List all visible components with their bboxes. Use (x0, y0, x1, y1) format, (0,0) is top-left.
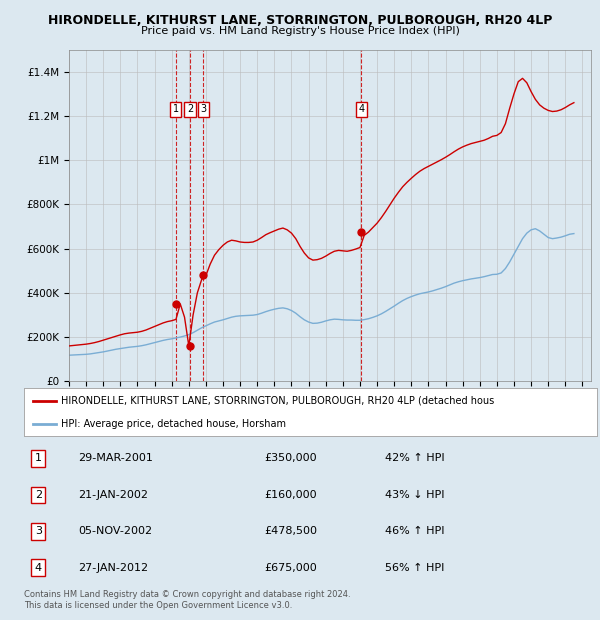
Text: HPI: Average price, detached house, Horsham: HPI: Average price, detached house, Hors… (61, 419, 286, 429)
Text: £675,000: £675,000 (265, 563, 317, 573)
Text: £350,000: £350,000 (265, 453, 317, 463)
Text: 3: 3 (35, 526, 42, 536)
Text: Contains HM Land Registry data © Crown copyright and database right 2024.
This d: Contains HM Land Registry data © Crown c… (24, 590, 350, 609)
Text: 05-NOV-2002: 05-NOV-2002 (79, 526, 152, 536)
Text: £160,000: £160,000 (265, 490, 317, 500)
Text: 43% ↓ HPI: 43% ↓ HPI (385, 490, 445, 500)
Text: HIRONDELLE, KITHURST LANE, STORRINGTON, PULBOROUGH, RH20 4LP (detached hous: HIRONDELLE, KITHURST LANE, STORRINGTON, … (61, 396, 494, 405)
Text: 1: 1 (173, 104, 179, 114)
Text: 3: 3 (200, 104, 206, 114)
Text: 46% ↑ HPI: 46% ↑ HPI (385, 526, 445, 536)
Text: 1: 1 (35, 453, 42, 463)
Text: 56% ↑ HPI: 56% ↑ HPI (385, 563, 445, 573)
Text: 21-JAN-2002: 21-JAN-2002 (79, 490, 148, 500)
Text: 2: 2 (187, 104, 193, 114)
Text: 4: 4 (358, 104, 364, 114)
Text: 42% ↑ HPI: 42% ↑ HPI (385, 453, 445, 463)
Text: 2: 2 (35, 490, 42, 500)
Text: HIRONDELLE, KITHURST LANE, STORRINGTON, PULBOROUGH, RH20 4LP: HIRONDELLE, KITHURST LANE, STORRINGTON, … (48, 14, 552, 27)
Text: 27-JAN-2012: 27-JAN-2012 (79, 563, 149, 573)
Text: 29-MAR-2001: 29-MAR-2001 (79, 453, 154, 463)
Text: £478,500: £478,500 (265, 526, 317, 536)
Text: Price paid vs. HM Land Registry's House Price Index (HPI): Price paid vs. HM Land Registry's House … (140, 26, 460, 36)
Text: 4: 4 (35, 563, 42, 573)
